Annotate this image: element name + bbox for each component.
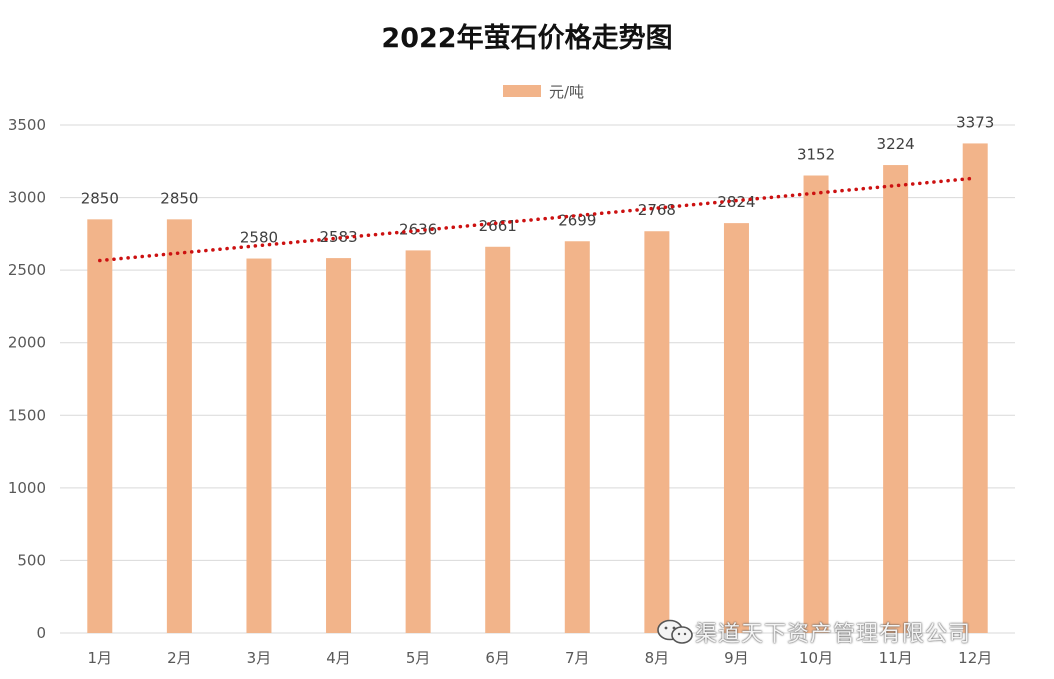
legend-swatch	[503, 85, 541, 97]
bar	[166, 219, 192, 634]
x-tick-label: 8月	[645, 649, 670, 667]
data-label: 3152	[797, 146, 835, 164]
x-tick-label: 1月	[88, 649, 113, 667]
x-axis-tick-labels: 1月 2月 3月 4月 5月 6月 7月 8月 9月 10月 11月 12月	[88, 649, 993, 667]
bar	[962, 143, 988, 633]
bar	[883, 165, 909, 633]
data-label: 2850	[81, 189, 119, 207]
data-label: 3224	[877, 135, 915, 153]
bar	[485, 246, 511, 634]
x-tick-label: 9月	[724, 649, 749, 667]
bar	[87, 219, 113, 634]
bar	[564, 241, 590, 633]
bar	[644, 231, 670, 633]
x-tick-label: 3月	[247, 649, 272, 667]
trendline-path	[98, 176, 977, 263]
x-tick-label: 10月	[799, 649, 833, 667]
bar	[326, 258, 352, 633]
y-tick-label: 0	[36, 624, 46, 642]
watermark: 渠道天下资产管理有限公司	[655, 617, 971, 647]
data-label: 3373	[956, 113, 994, 131]
x-tick-label: 2月	[167, 649, 192, 667]
y-tick-label: 2000	[8, 334, 46, 352]
y-tick-label: 1000	[8, 479, 46, 497]
y-tick-label: 3500	[8, 116, 46, 134]
grid-lines	[60, 124, 1015, 634]
bar	[803, 175, 829, 634]
y-axis-tick-labels: 0 500 1000 1500 2000 2500 3000 3500	[8, 116, 46, 642]
data-label: 2661	[479, 217, 517, 235]
data-label: 2850	[160, 189, 198, 207]
x-tick-label: 11月	[879, 649, 913, 667]
watermark-text: 渠道天下资产管理有限公司	[695, 622, 972, 647]
legend-label: 元/吨	[549, 82, 585, 101]
bar	[405, 250, 431, 633]
data-label: 2768	[638, 201, 676, 219]
y-tick-label: 2500	[8, 261, 46, 279]
data-label: 2583	[319, 228, 357, 246]
x-tick-label: 5月	[406, 649, 431, 667]
y-tick-label: 3000	[8, 189, 46, 207]
trendline	[98, 176, 977, 263]
x-tick-label: 12月	[958, 649, 992, 667]
wechat-icon	[657, 619, 693, 644]
bars	[87, 143, 988, 634]
x-tick-label: 4月	[326, 649, 351, 667]
bar	[246, 258, 272, 633]
chart-title: 2022年萤石价格走势图	[381, 23, 673, 54]
x-tick-label: 7月	[565, 649, 590, 667]
data-labels: 2850285025802583263626612699276828243152…	[81, 113, 995, 246]
data-label: 2699	[558, 211, 596, 229]
y-tick-label: 1500	[8, 406, 46, 424]
bar	[723, 223, 749, 633]
data-label: 2580	[240, 229, 278, 247]
legend: 元/吨	[503, 80, 584, 102]
y-tick-label: 500	[17, 551, 46, 569]
x-tick-label: 6月	[485, 649, 510, 667]
